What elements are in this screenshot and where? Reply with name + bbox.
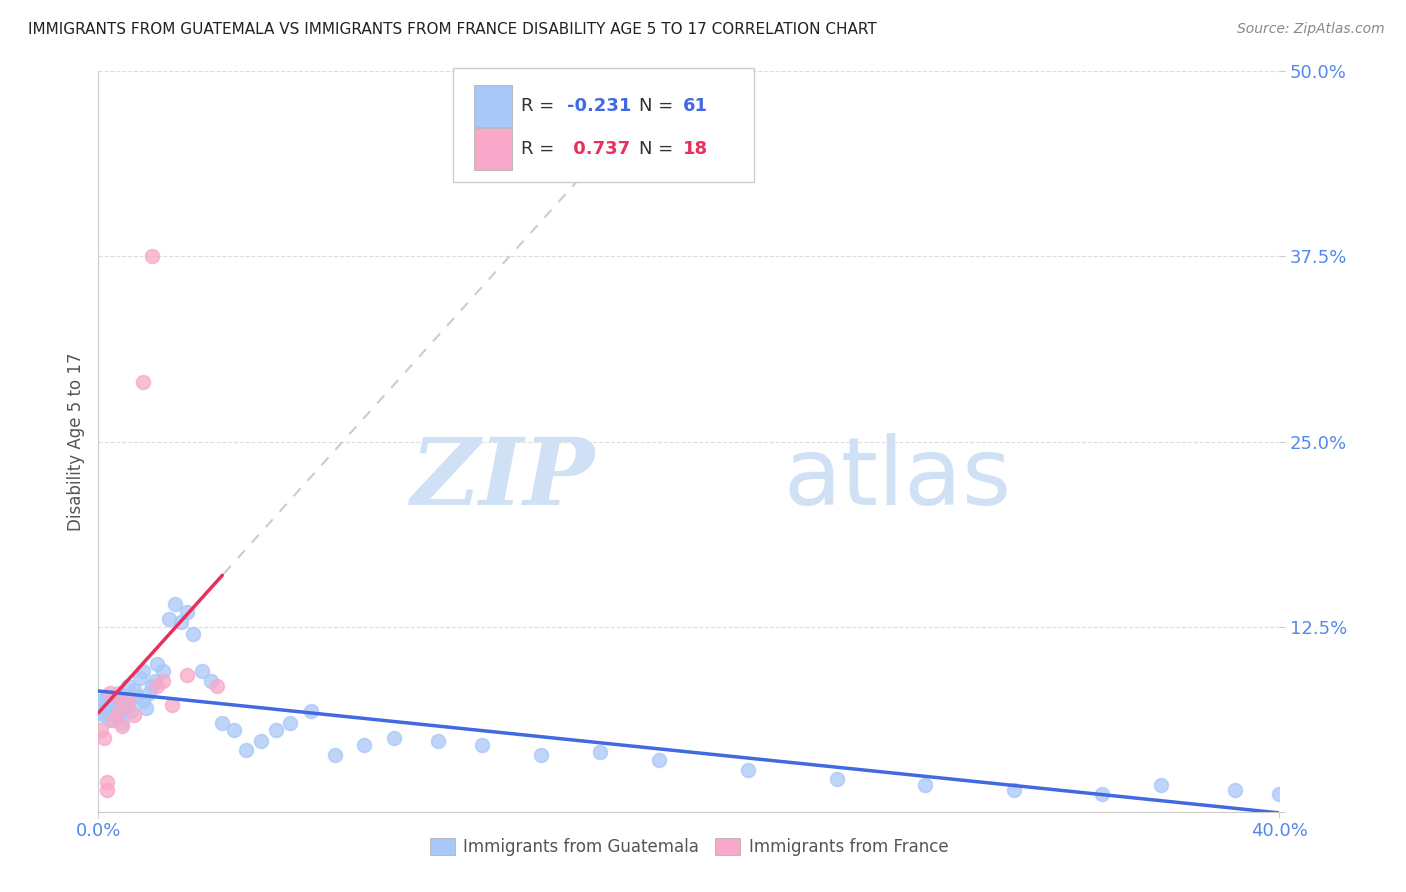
Point: [299, 704, 322, 718]
Point: [117, 694, 139, 708]
Point: [111, 719, 134, 733]
Point: [125, 690, 148, 704]
Point: [117, 679, 139, 693]
Point: [96, 690, 118, 704]
Point: [128, 672, 150, 686]
Point: [122, 708, 145, 723]
Text: R =: R =: [522, 97, 560, 115]
Point: [96, 775, 118, 789]
Point: [157, 612, 180, 626]
Point: [530, 748, 553, 763]
Point: [1225, 782, 1247, 797]
Point: [427, 733, 450, 747]
Point: [132, 664, 155, 678]
Text: atlas: atlas: [783, 433, 1012, 524]
Point: [146, 657, 169, 671]
Point: [114, 701, 136, 715]
Legend: Immigrants from Guatemala, Immigrants from France: Immigrants from Guatemala, Immigrants fr…: [423, 831, 955, 863]
Point: [146, 679, 169, 693]
Point: [96, 782, 118, 797]
Point: [122, 683, 145, 698]
Point: [103, 694, 125, 708]
Point: [250, 733, 273, 747]
Point: [103, 713, 125, 727]
Point: [93, 731, 115, 745]
Point: [825, 772, 848, 786]
Point: [143, 674, 166, 689]
Text: IMMIGRANTS FROM GUATEMALA VS IMMIGRANTS FROM FRANCE DISABILITY AGE 5 TO 17 CORRE: IMMIGRANTS FROM GUATEMALA VS IMMIGRANTS …: [28, 22, 877, 37]
Point: [152, 674, 174, 689]
Point: [181, 627, 204, 641]
Point: [1091, 787, 1114, 801]
Point: [191, 664, 214, 678]
Point: [90, 704, 112, 718]
FancyBboxPatch shape: [453, 68, 754, 183]
Point: [737, 764, 759, 778]
Point: [200, 674, 222, 689]
Point: [96, 701, 118, 715]
Point: [98, 704, 121, 718]
Point: [105, 690, 128, 704]
Point: [264, 723, 287, 738]
Text: R =: R =: [522, 140, 560, 158]
Point: [235, 742, 257, 756]
Point: [589, 746, 612, 760]
Point: [224, 723, 246, 738]
Point: [108, 704, 131, 718]
Point: [141, 250, 163, 264]
Point: [141, 679, 163, 693]
Point: [170, 615, 193, 630]
Point: [103, 708, 125, 723]
Point: [93, 708, 115, 723]
Point: [176, 668, 198, 682]
Point: [1268, 787, 1291, 801]
Point: [648, 753, 671, 767]
Point: [132, 376, 155, 390]
Point: [382, 731, 405, 745]
Point: [914, 778, 936, 792]
Point: [1150, 778, 1173, 792]
Text: N =: N =: [640, 140, 679, 158]
Point: [120, 704, 142, 718]
Point: [205, 679, 228, 693]
Point: [90, 694, 112, 708]
Point: [152, 664, 174, 678]
Text: Source: ZipAtlas.com: Source: ZipAtlas.com: [1237, 22, 1385, 37]
Text: 18: 18: [683, 140, 709, 158]
Point: [471, 738, 494, 752]
Point: [165, 598, 187, 612]
Y-axis label: Disability Age 5 to 17: Disability Age 5 to 17: [66, 352, 84, 531]
Point: [105, 698, 128, 712]
Point: [108, 686, 131, 700]
Point: [280, 715, 302, 730]
Point: [162, 698, 183, 712]
Point: [93, 698, 115, 712]
Point: [138, 686, 160, 700]
Text: ZIP: ZIP: [411, 434, 595, 524]
Point: [98, 713, 121, 727]
Point: [111, 715, 134, 730]
Point: [353, 738, 375, 752]
Point: [108, 708, 131, 723]
Point: [98, 686, 121, 700]
Text: 0.737: 0.737: [567, 140, 630, 158]
Point: [323, 748, 346, 763]
Point: [117, 698, 139, 712]
Text: -0.231: -0.231: [567, 97, 631, 115]
FancyBboxPatch shape: [474, 128, 512, 169]
Text: 61: 61: [683, 97, 709, 115]
Point: [135, 701, 157, 715]
Text: N =: N =: [640, 97, 679, 115]
Point: [176, 605, 198, 619]
Point: [90, 723, 112, 738]
Point: [111, 694, 134, 708]
Point: [105, 704, 128, 718]
Point: [1002, 782, 1025, 797]
Point: [132, 694, 155, 708]
Point: [211, 715, 233, 730]
FancyBboxPatch shape: [474, 86, 512, 127]
